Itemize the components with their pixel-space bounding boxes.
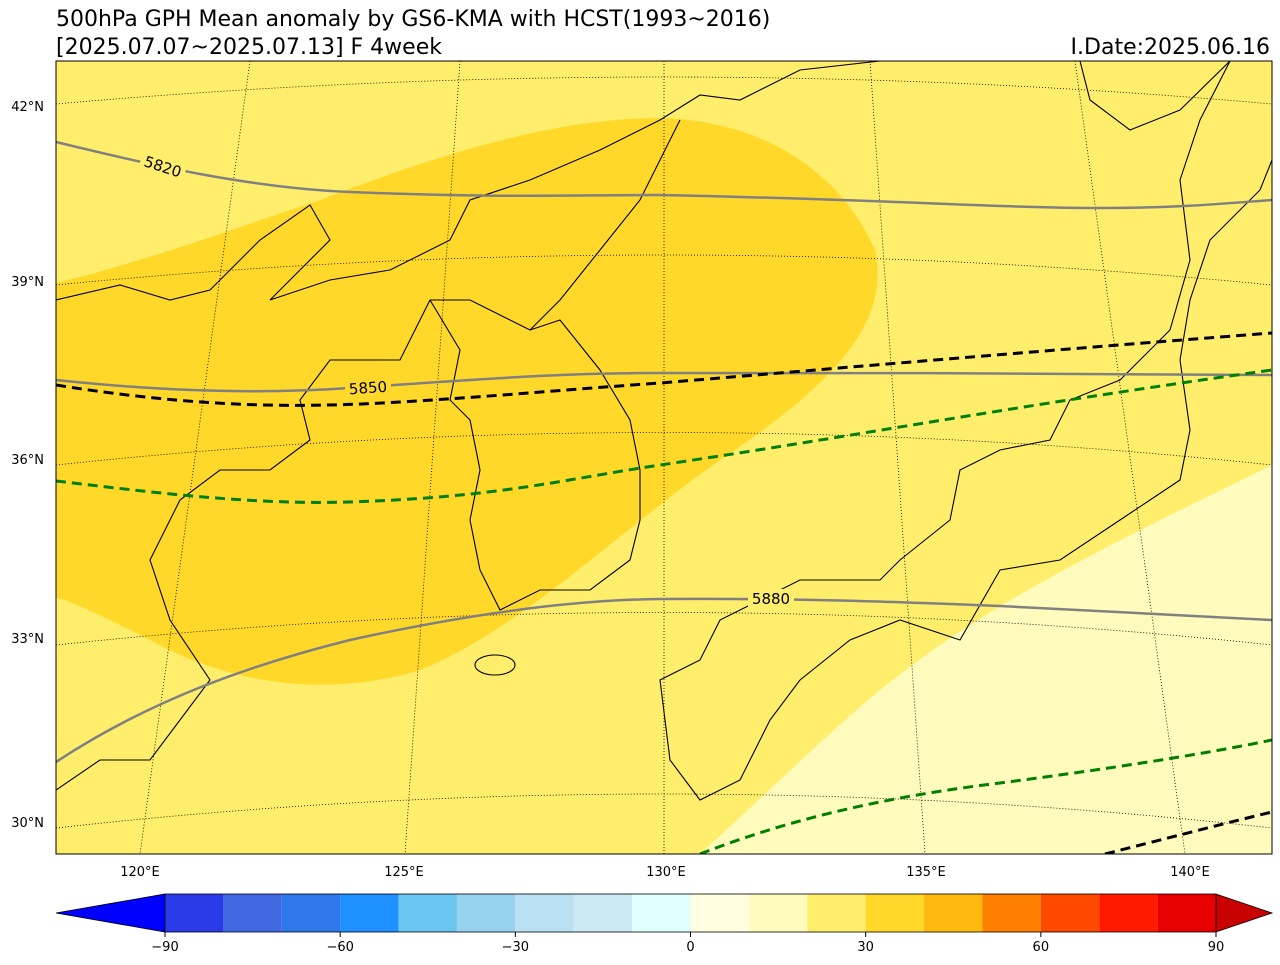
colorbar-tick-label: −90 (151, 940, 178, 955)
dashed-contour (56, 368, 1272, 854)
colorbar-bin (340, 894, 399, 932)
colorbar-bin (807, 894, 866, 932)
colorbar-tick-label: 60 (1033, 940, 1050, 955)
map-frame (55, 60, 1273, 855)
colorbar-bin (281, 894, 341, 932)
anomaly-fill (700, 465, 1272, 854)
anomaly-fill (56, 118, 878, 685)
colorbar-bin (865, 894, 925, 932)
colorbar-bin (982, 894, 1041, 932)
colorbar: −90 −60 −30 0 30 60 90 (55, 893, 1274, 955)
colorbar-tick-label: 90 (1208, 940, 1225, 955)
colorbar-extend-low (55, 893, 166, 933)
contour-label: 5880 (752, 590, 790, 608)
colorbar-tick-label: −30 (502, 940, 529, 955)
colorbar-bin (165, 894, 224, 932)
title: 500hPa GPH Mean anomaly by GS6-KMA with … (56, 7, 770, 32)
lat-label: 39°N (11, 275, 44, 290)
lon-label: 140°E (1170, 865, 1210, 880)
colorbar-tick-label: −60 (326, 940, 353, 955)
coastline (56, 61, 1272, 801)
colorbar-bin (515, 894, 574, 932)
init-date: I.Date:2025.06.16 (1071, 35, 1270, 60)
colorbar-extend-high (1215, 893, 1274, 933)
lon-label: 120°E (120, 865, 160, 880)
colorbar-bin (573, 894, 633, 932)
lon-labels: 120°E 125°E 130°E 135°E 140°E (120, 865, 1210, 880)
map-area: 5820 5850 5880 (56, 61, 1272, 854)
colorbar-bin (1099, 894, 1158, 932)
colorbar-bin (924, 894, 983, 932)
lat-label: 33°N (11, 632, 44, 647)
lat-labels: 42°N 39°N 36°N 33°N 30°N (11, 100, 44, 831)
colorbar-tick-label: 30 (857, 940, 874, 955)
lat-label: 30°N (11, 816, 44, 831)
colorbar-bin (1157, 894, 1216, 932)
lon-label: 135°E (906, 865, 946, 880)
subtitle: [2025.07.07~2025.07.13] F 4week (56, 35, 442, 60)
dashed-contour (56, 331, 1272, 854)
lon-label: 130°E (646, 865, 686, 880)
lon-label: 125°E (384, 865, 424, 880)
colorbar-tick-label: 0 (686, 940, 694, 955)
lat-label: 42°N (11, 100, 44, 115)
colorbar-bin (398, 894, 457, 932)
contour-label: 5850 (348, 378, 387, 399)
lat-label: 36°N (11, 453, 44, 468)
colorbar-bin (632, 894, 691, 932)
contour-line (56, 140, 1272, 764)
contour-labels: 5820 5850 5880 (138, 149, 794, 608)
colorbar-bin (456, 894, 516, 932)
colorbar-bin (223, 894, 282, 932)
colorbar-bin (1040, 894, 1100, 932)
colorbar-bin (690, 894, 749, 932)
colorbar-bin (748, 894, 808, 932)
graticule (56, 61, 1272, 854)
